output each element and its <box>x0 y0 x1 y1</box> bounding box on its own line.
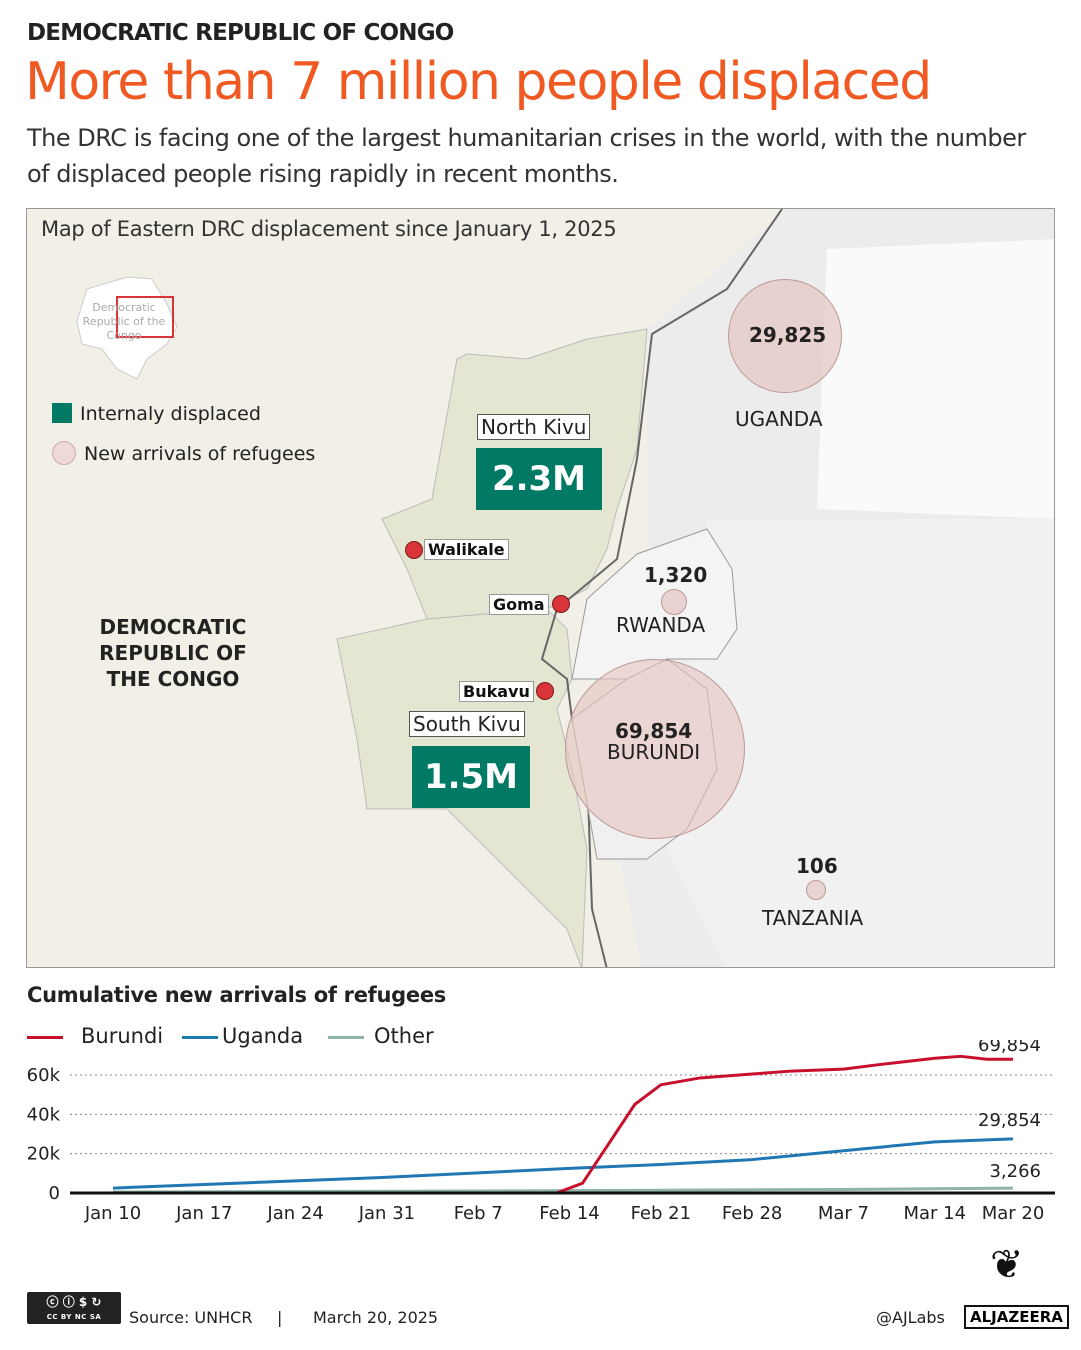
x-tick-label: Feb 14 <box>539 1203 600 1224</box>
headline: More than 7 million people displaced <box>25 52 932 112</box>
legend-uganda: Uganda <box>182 1024 303 1048</box>
x-tick-label: Mar 14 <box>903 1203 966 1224</box>
city-dot-goma <box>552 595 570 613</box>
line-chart: 0 20k 40k 60k Jan 10 Jan 17 Jan 24 Jan 31 Feb 7 F… <box>27 1040 1055 1224</box>
x-tick-label: Feb 21 <box>631 1203 692 1224</box>
y-tick-label: 40k <box>27 1104 61 1125</box>
legend-refugees: New arrivals of refugees <box>52 441 315 465</box>
map: Map of Eastern DRC displacement since Ja… <box>26 208 1055 968</box>
burundi-swatch-icon <box>27 1035 63 1039</box>
x-tick-label: Mar 20 <box>982 1203 1045 1224</box>
series-line-other <box>112 1186 1014 1194</box>
x-tick-label: Jan 31 <box>358 1203 415 1224</box>
y-tick-label: 20k <box>27 1144 61 1165</box>
x-tick-label: Feb 7 <box>454 1203 503 1224</box>
inset-highlight <box>116 296 174 338</box>
inset-drc <box>76 276 178 380</box>
tanzania-label: TANZANIA <box>762 906 864 930</box>
end-label-other: 3,266 <box>989 1161 1041 1182</box>
map-shapes <box>76 209 1054 967</box>
x-tick-label: Jan 10 <box>84 1203 141 1224</box>
drc-country-label: DEMOCRATIC REPUBLIC OF THE CONGO <box>99 615 247 691</box>
map-title: Map of Eastern DRC displacement since Ja… <box>41 217 617 241</box>
series-line-uganda <box>112 1137 1014 1190</box>
subtitle: The DRC is facing one of the largest hum… <box>27 124 1026 188</box>
rwanda-label: RWANDA <box>616 613 706 637</box>
legend-idp: Internaly displaced <box>52 403 261 425</box>
legend-burundi-label: Burundi <box>81 1024 164 1048</box>
refugee-bubble-tanzania <box>806 880 826 900</box>
city-label-goma: Goma <box>489 594 549 615</box>
inset-label: Democratic Republic of the Congo <box>82 301 166 342</box>
legend-other: Other <box>328 1024 434 1048</box>
x-tick-label: Feb 28 <box>722 1203 783 1224</box>
city-label-bukavu: Bukavu <box>459 681 534 702</box>
chart-title: Cumulative new arrivals of refugees <box>27 983 446 1007</box>
aljazeera-emblem-icon: ❦ <box>990 1242 1024 1288</box>
province-label-south-kivu: South Kivu <box>409 711 525 737</box>
refugee-bubble-uganda <box>728 279 842 393</box>
province-value-south-kivu: 1.5M <box>412 746 530 808</box>
x-tick-label: Jan 24 <box>266 1203 323 1224</box>
legend-refugees-label: New arrivals of refugees <box>84 443 316 465</box>
publish-date: March 20, 2025 <box>313 1308 439 1327</box>
cc-license-badge: ⓒ ⓘ $ ↻ CC BY NC SA <box>27 1292 121 1324</box>
uganda-label: UGANDA <box>735 407 823 431</box>
city-dot-bukavu <box>536 682 554 700</box>
y-tick-label: 60k <box>27 1065 61 1086</box>
province-value-north-kivu: 2.3M <box>476 448 602 510</box>
legend-uganda-label: Uganda <box>222 1024 304 1048</box>
uganda-white <box>817 239 1054 519</box>
end-label-burundi: 69,854 <box>978 1040 1041 1056</box>
source: Source: UNHCR <box>129 1308 253 1327</box>
legend-burundi: Burundi <box>27 1024 163 1048</box>
cc-license-text: CC BY NC SA <box>46 1313 102 1321</box>
ajlabs-handle: @AJLabs <box>876 1308 945 1327</box>
x-tick-label: Jan 17 <box>175 1203 232 1224</box>
rwanda-refugee-count: 1,320 <box>644 563 708 587</box>
province-label-north-kivu: North Kivu <box>477 414 591 440</box>
refugee-bubble-burundi <box>565 659 745 839</box>
uganda-refugee-count: 29,825 <box>749 323 827 347</box>
cc-license-icon: ⓒ ⓘ $ ↻ <box>46 1295 102 1309</box>
kicker: DEMOCRATIC REPUBLIC OF CONGO <box>27 20 454 46</box>
refugee-bubble-rwanda <box>661 589 687 615</box>
city-dot-walikale <box>405 541 423 559</box>
end-label-uganda: 29,854 <box>978 1110 1041 1131</box>
series-line-burundi <box>113 1054 1013 1195</box>
aljazeera-logo: ALJAZEERA <box>964 1305 1069 1329</box>
legend-other-label: Other <box>374 1024 434 1048</box>
x-tick-label: Mar 7 <box>818 1203 869 1224</box>
city-label-walikale: Walikale <box>424 539 509 560</box>
legend-idp-label: Internaly displaced <box>80 403 261 425</box>
burundi-label: BURUNDI <box>607 740 701 764</box>
other-swatch-icon <box>328 1035 364 1039</box>
idp-swatch-icon <box>52 403 72 423</box>
refugee-swatch-icon <box>52 441 76 465</box>
y-tick-label: 0 <box>49 1183 60 1204</box>
uganda-swatch-icon <box>182 1035 218 1039</box>
tanzania-refugee-count: 106 <box>796 854 838 878</box>
burundi-refugee-count: 69,854 <box>615 719 693 743</box>
footer-separator: | <box>277 1308 283 1327</box>
tanzania-white <box>667 519 1054 967</box>
